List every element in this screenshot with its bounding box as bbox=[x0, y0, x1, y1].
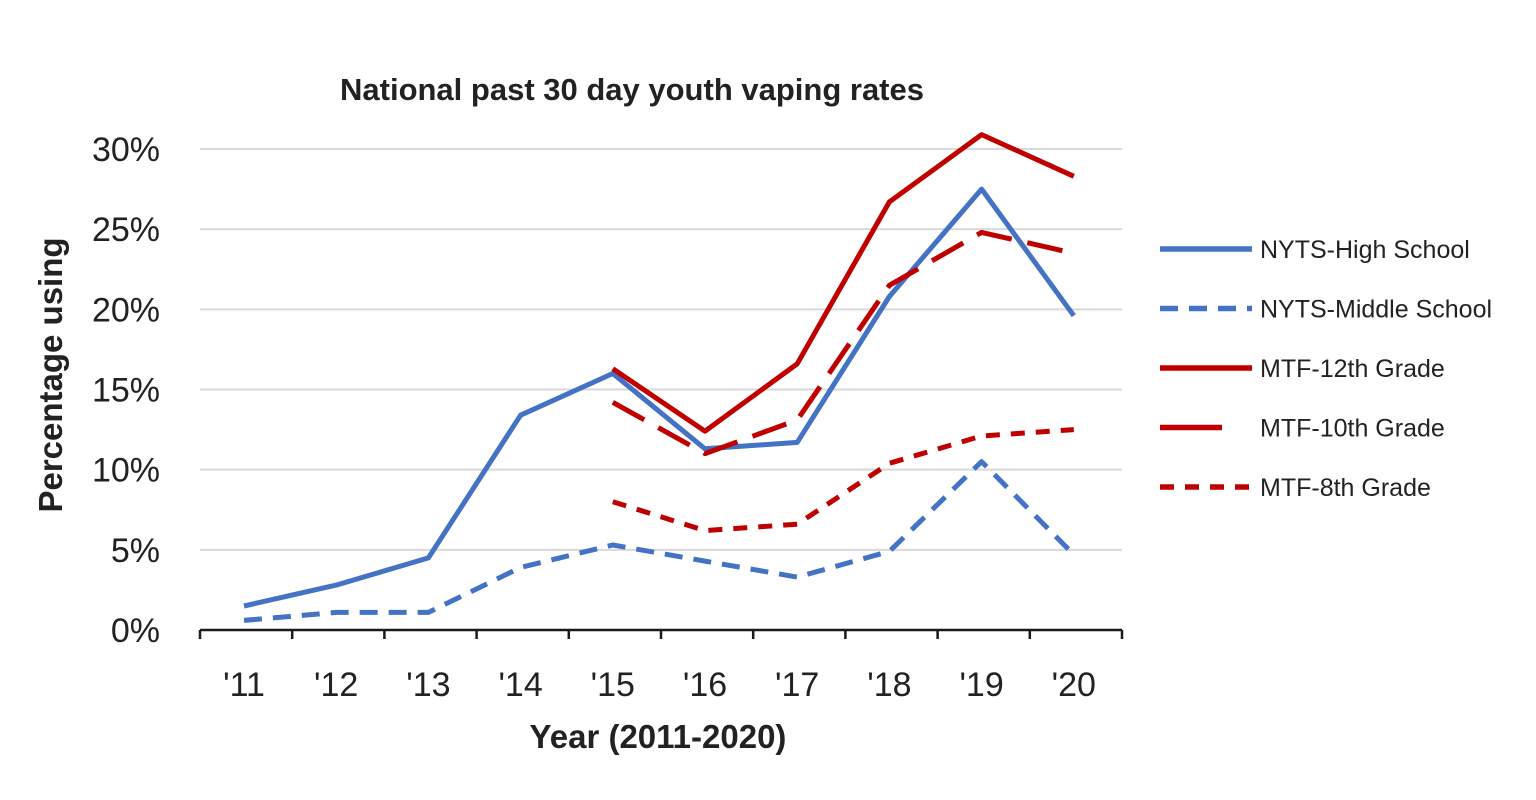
y-tick-label: 20% bbox=[92, 291, 160, 329]
legend-label: MTF-8th Grade bbox=[1260, 474, 1431, 502]
x-tick-label: '14 bbox=[498, 666, 542, 704]
y-axis-title: Percentage using bbox=[32, 237, 69, 512]
series-line-nyts-high-school bbox=[243, 186, 1076, 609]
x-tick-label: '16 bbox=[683, 666, 727, 704]
x-tick-label: '19 bbox=[959, 666, 1003, 704]
series-lines bbox=[243, 132, 1076, 623]
x-tick-label: '12 bbox=[314, 666, 358, 704]
x-tick-label: '20 bbox=[1052, 666, 1096, 704]
x-tick-label: '15 bbox=[591, 666, 635, 704]
series-line-nyts-middle-school bbox=[243, 459, 1076, 623]
x-tick-label: '17 bbox=[775, 666, 819, 704]
y-tick-label: 15% bbox=[92, 372, 160, 410]
legend-label: NYTS-Middle School bbox=[1260, 296, 1492, 324]
gridlines bbox=[200, 148, 1122, 551]
x-tick-label: '11 bbox=[223, 666, 265, 704]
chart-title: National past 30 day youth vaping rates bbox=[340, 72, 924, 107]
y-tick-label: 0% bbox=[111, 612, 160, 650]
x-axis-title: Year (2011-2020) bbox=[530, 718, 787, 755]
series-line-mtf-12th-grade bbox=[611, 132, 1075, 434]
y-tick-label: 30% bbox=[92, 131, 160, 169]
series-line-mtf-8th-grade bbox=[612, 427, 1074, 534]
legend-label: MTF-10th Grade bbox=[1260, 415, 1445, 443]
y-tick-label: 25% bbox=[92, 211, 160, 249]
axes: 0% 5% 10% 15% 20% 25% 30% '11 '12 '13 '14 '15 '16 '17… bbox=[92, 131, 1124, 704]
y-tick-label: 5% bbox=[111, 532, 160, 570]
x-tick-label: '18 bbox=[867, 666, 911, 704]
x-tick-label: '13 bbox=[406, 666, 450, 704]
y-tick-label: 10% bbox=[92, 452, 160, 490]
legend-label: MTF-12th Grade bbox=[1260, 355, 1445, 383]
legend-label: NYTS-High School bbox=[1260, 236, 1470, 264]
series-line-mtf-10th-grade bbox=[611, 229, 1075, 457]
legend: NYTS-High School NYTS-Middle School MTF-12… bbox=[1160, 236, 1492, 502]
